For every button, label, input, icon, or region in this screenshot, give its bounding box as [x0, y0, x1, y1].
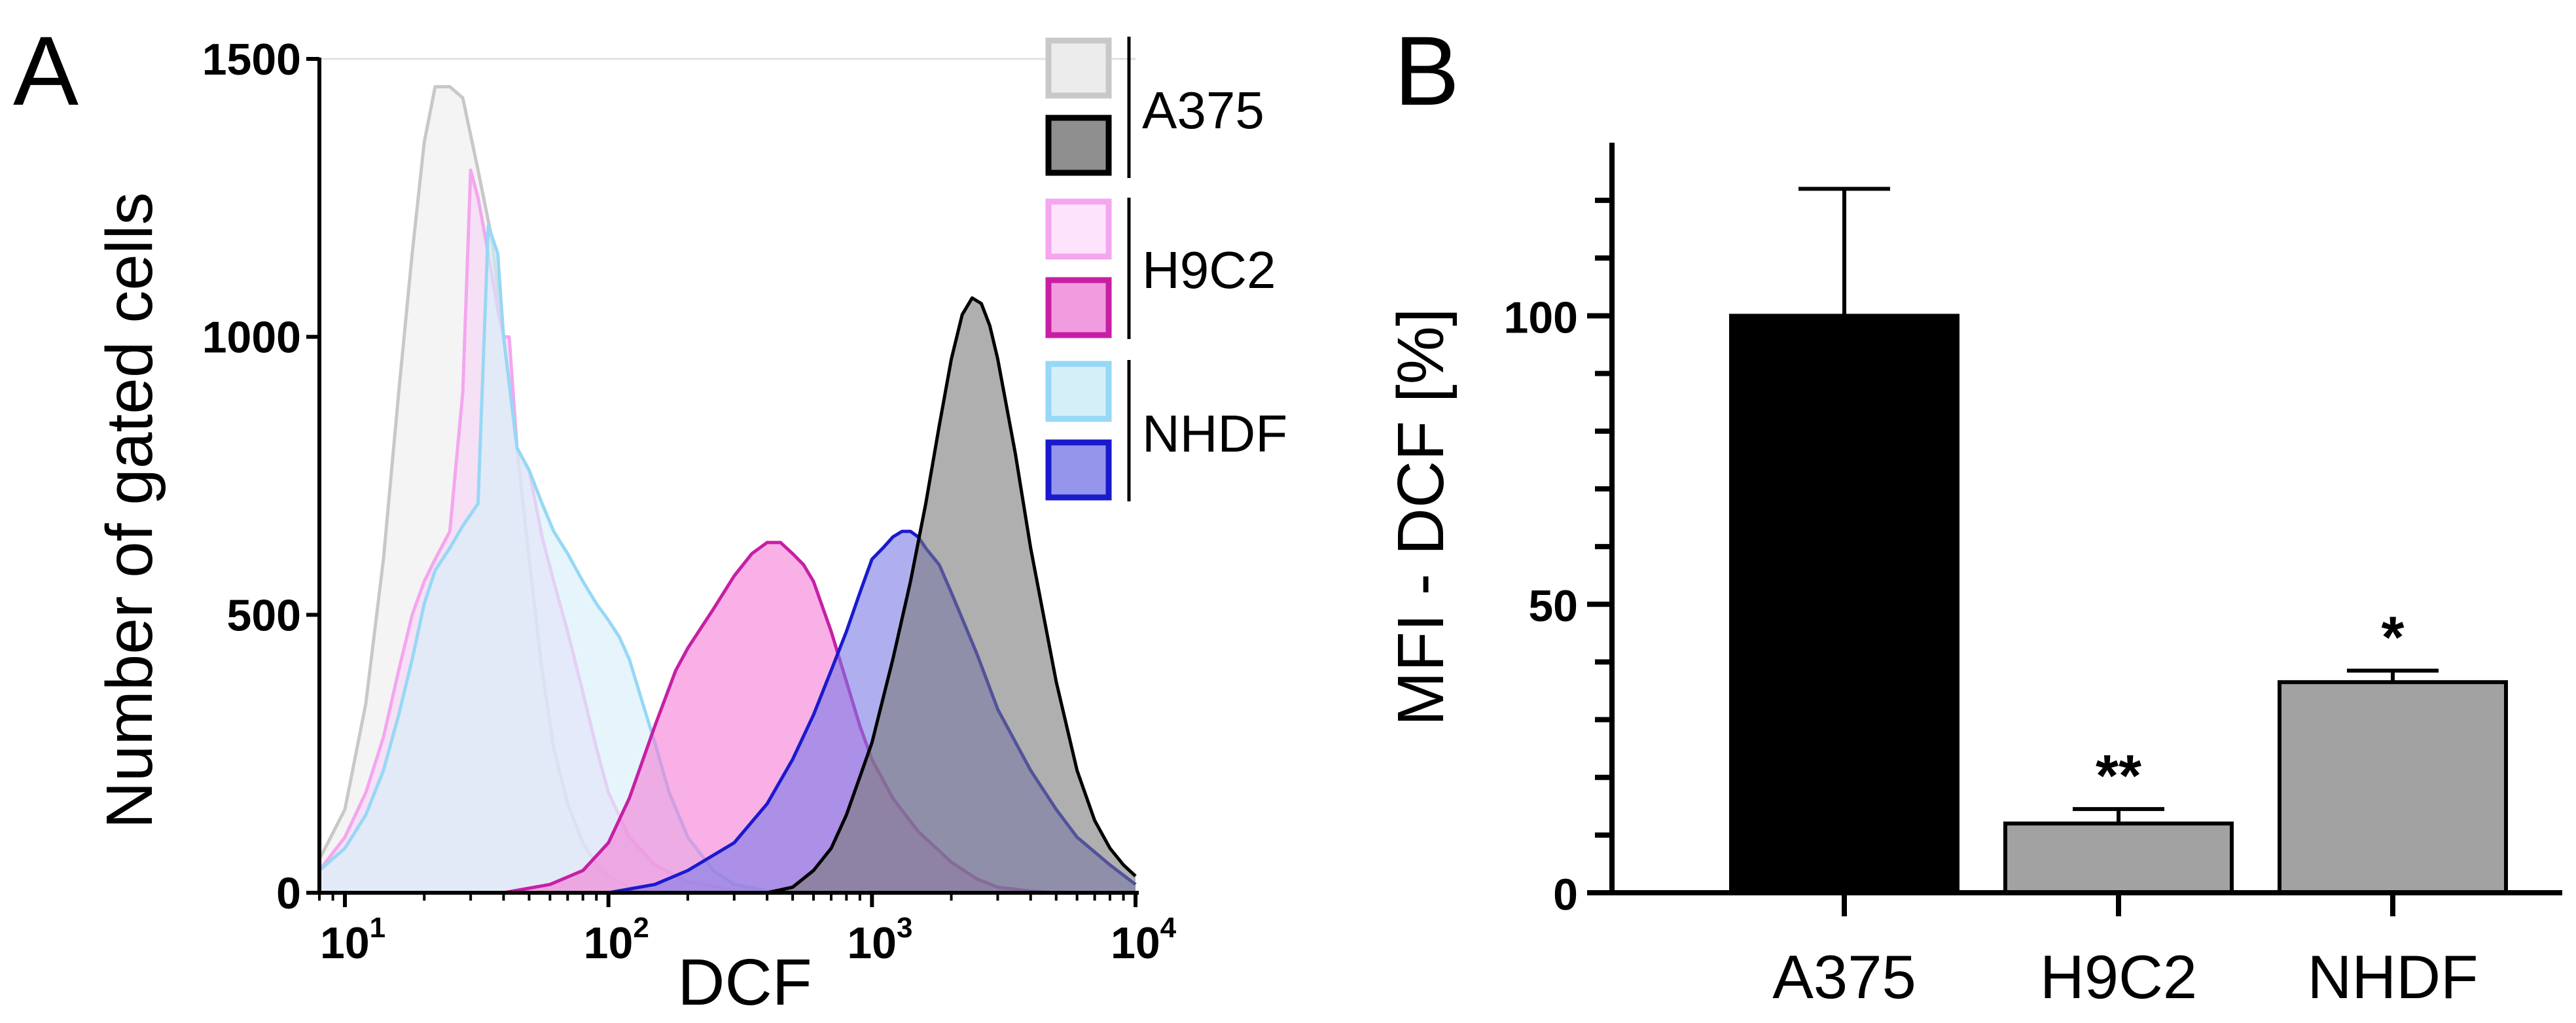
x-tick-label: 104	[1111, 912, 1177, 968]
bar-nhdf	[2278, 680, 2508, 895]
legend-label-a375: A375	[1142, 81, 1264, 139]
y-axis-ticks: 0 500 1000 1500	[202, 35, 319, 918]
legend-swatch-h9c2-unstained	[1045, 198, 1112, 260]
series-area-a375-dcf	[767, 298, 1136, 893]
bar-group: ***	[1729, 187, 2508, 895]
legend-swatch-nhdf-unstained	[1045, 361, 1112, 422]
bar-y-axis-title: MFI - DCF [%]	[1384, 308, 1458, 727]
histogram-series-group	[317, 85, 1137, 895]
y-tick-label: 500	[227, 590, 301, 640]
bar-a375	[1729, 314, 1959, 895]
series-area-h9c2-dcf	[503, 542, 1056, 893]
legend-swatch-a375-unstained	[1045, 37, 1112, 99]
y-tick-label: 0	[276, 869, 301, 918]
bar-x-axis-ticks: A375 H9C2 NHDF	[1772, 893, 2478, 1011]
category-label-nhdf: NHDF	[2307, 942, 2478, 1011]
y-tick-label: 1500	[202, 35, 301, 84]
series-line-a375-dcf	[766, 296, 1137, 895]
legend-label-nhdf: NHDF	[1142, 404, 1287, 463]
significance-nhdf: *	[2381, 605, 2404, 671]
bar-y-tick-label: 0	[1553, 870, 1578, 920]
legend: A375 H9C2 NHDF	[1045, 37, 1287, 501]
category-label-h9c2: H9C2	[2040, 942, 2197, 1011]
x-tick-label: 102	[584, 912, 649, 968]
x-axis-title: DCF	[677, 946, 812, 1019]
x-tick-label: 103	[847, 912, 912, 968]
panel-a-label: A	[13, 16, 79, 126]
significance-h9c2: **	[2096, 744, 2141, 809]
legend-label-h9c2: H9C2	[1142, 241, 1276, 299]
histogram-panel: 0 500 1000 1500 101 102 103 104 Number of gate…	[93, 35, 1177, 1019]
x-axis-ticks: 101 102 103 104	[318, 893, 1177, 968]
bar-y-tick-label: 50	[1528, 581, 1578, 631]
bar-y-tick-label: 100	[1504, 293, 1578, 342]
bar-h9c2	[2003, 821, 2234, 895]
bar-y-axis-ticks: 0 50 100	[1504, 198, 1612, 920]
x-tick-label: 101	[320, 912, 385, 968]
legend-swatch-h9c2-dcf	[1045, 277, 1112, 338]
panel-b-label: B	[1394, 16, 1459, 126]
series-area-nhdf-unstained	[319, 225, 814, 893]
y-tick-label: 1000	[202, 313, 301, 363]
category-label-a375: A375	[1772, 942, 1916, 1011]
legend-swatch-a375-dcf	[1045, 115, 1112, 176]
y-axis-title: Number of gated cells	[93, 192, 166, 829]
legend-swatch-nhdf-dcf	[1045, 439, 1112, 501]
